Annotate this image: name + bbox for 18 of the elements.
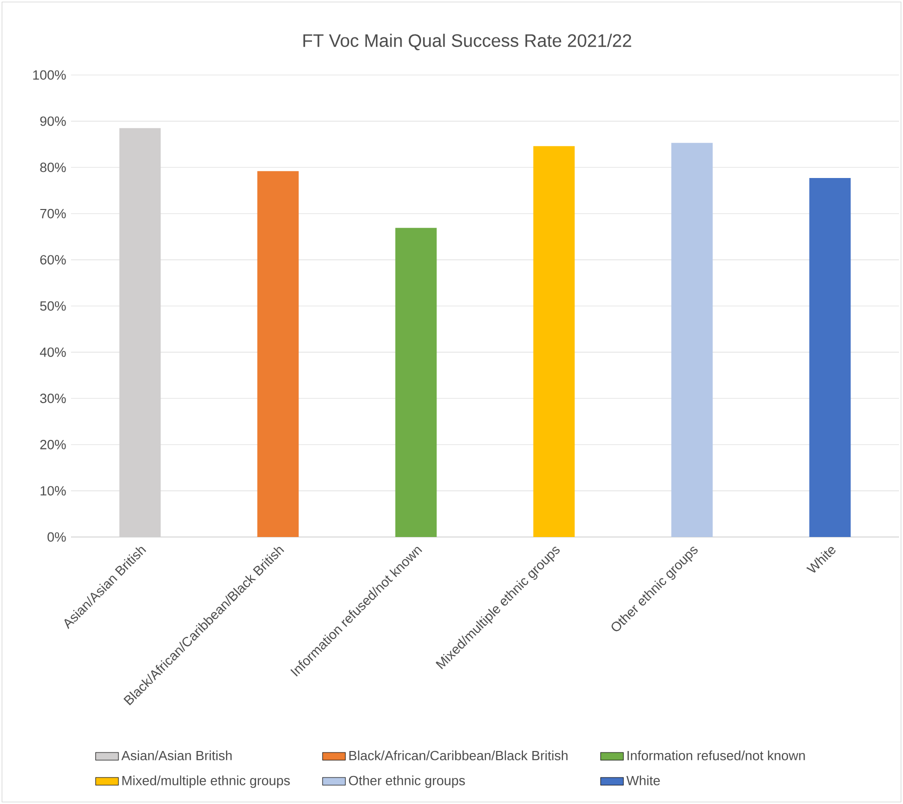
legend-label: Asian/Asian British bbox=[121, 750, 232, 760]
y-tick-label: 80% bbox=[40, 162, 66, 172]
y-tick-label: 30% bbox=[40, 394, 66, 404]
legend-label: Black/African/Caribbean/Black British bbox=[349, 750, 568, 760]
y-tick-label: 40% bbox=[40, 347, 66, 357]
y-tick-label: 20% bbox=[40, 440, 66, 450]
y-tick-label: 10% bbox=[40, 486, 66, 496]
y-tick-label: 50% bbox=[40, 301, 66, 311]
legend-label: Information refused/not known bbox=[628, 750, 805, 760]
chart-title: FT Voc Main Qual Success Rate 2021/22 bbox=[303, 34, 632, 50]
y-tick-label: 90% bbox=[40, 116, 66, 126]
y-tick-label: 100% bbox=[33, 70, 66, 80]
legend-label: Other ethnic groups bbox=[348, 775, 465, 788]
y-tick-label: 60% bbox=[40, 255, 66, 265]
legend-label: Mixed/multiple ethnic groups bbox=[122, 775, 290, 788]
legend-label: White bbox=[626, 775, 660, 786]
y-tick-label: 0% bbox=[48, 532, 66, 542]
y-tick-label: 70% bbox=[40, 208, 66, 218]
